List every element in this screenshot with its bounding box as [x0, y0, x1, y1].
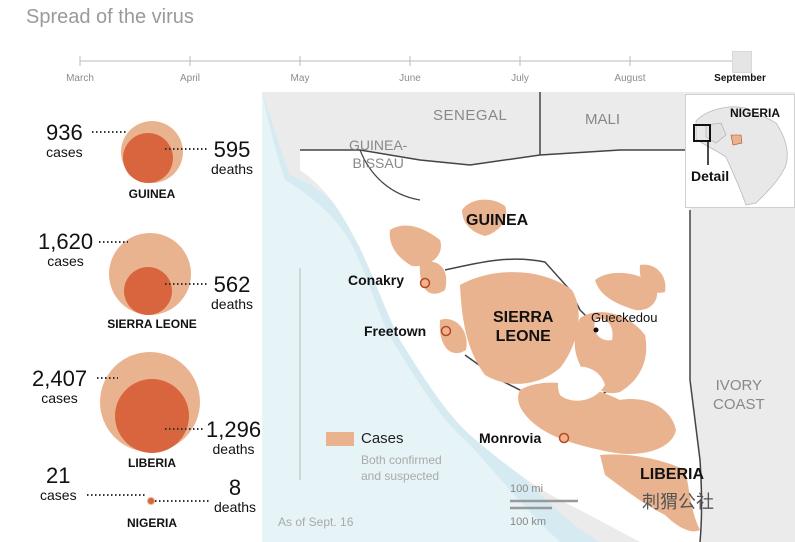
- scale-miles: 100 mi: [510, 483, 544, 495]
- inset-label-nigeria: NIGERIA: [730, 106, 781, 120]
- liberia-deaths-circle: [115, 379, 189, 453]
- sierra-leone-deaths: 562 deaths: [211, 272, 254, 313]
- map-label-ivory-coast: IVORY COAST: [713, 377, 765, 413]
- nigeria-deaths-label: deaths: [214, 499, 257, 515]
- guinea-deaths-circle: [123, 133, 173, 183]
- map-label-sierra-leone: SIERRA LEONE: [493, 309, 554, 345]
- map-label-guinea: GUINEA: [466, 212, 529, 229]
- map-label-liberia: LIBERIA: [640, 466, 704, 483]
- liberia-cases-value: 2,407: [32, 366, 88, 391]
- inset-label-detail: Detail: [691, 168, 730, 184]
- city-label-freetown: Freetown: [364, 323, 427, 339]
- conakry-marker: [419, 277, 431, 289]
- inset-africa-map: NIGERIA Detail: [685, 94, 795, 208]
- map-label-guinea-bissau: GUINEA- BISSAU: [349, 137, 408, 171]
- timeline-month-june[interactable]: June: [399, 73, 421, 84]
- sierra-leone-cases-value: 1,620: [38, 229, 94, 254]
- liberia-stat-name: LIBERIA: [128, 456, 176, 470]
- guinea-stat-name: GUINEA: [128, 187, 176, 201]
- timeline-month-september[interactable]: September: [714, 73, 766, 84]
- timeline-month-may[interactable]: May: [290, 73, 310, 84]
- as-of-date: As of Sept. 16: [278, 515, 354, 529]
- map-label-mali: MALI: [585, 111, 621, 128]
- nigeria-cases-value: 21: [46, 463, 71, 488]
- guinea-cases: 936 cases: [46, 120, 83, 161]
- sierra-leone-deaths-label: deaths: [211, 296, 254, 312]
- timeline-month-august[interactable]: August: [614, 73, 646, 84]
- timeline-slider-handle[interactable]: [732, 51, 752, 73]
- nigeria-cases: 21 cases: [40, 463, 77, 504]
- map-label-senegal: SENEGAL: [433, 107, 508, 124]
- nigeria-stat-name: NIGERIA: [126, 516, 178, 530]
- country-circles: [87, 121, 210, 505]
- legend-cases-note: Both confirmed and suspected: [361, 453, 442, 483]
- liberia-cases-label: cases: [41, 390, 78, 406]
- liberia-deaths-value: 1,296: [206, 417, 262, 442]
- africa-shape: [693, 106, 788, 206]
- nigeria-cases-label: cases: [40, 487, 77, 503]
- liberia-deaths-label: deaths: [212, 441, 255, 457]
- city-label-monrovia: Monrovia: [479, 430, 542, 446]
- scale-km: 100 km: [510, 516, 547, 528]
- timeline-month-april[interactable]: April: [179, 73, 201, 84]
- nigeria-deaths-value: 8: [228, 475, 242, 500]
- timeline-month-july[interactable]: July: [511, 73, 529, 84]
- guinea-cases-label: cases: [46, 144, 83, 160]
- city-label-gueckedou: Gueckedou: [591, 310, 658, 325]
- nigeria-deaths: 8 deaths: [214, 475, 257, 516]
- guinea-deaths-value: 595: [213, 137, 251, 162]
- nigeria-deaths-circle: [148, 498, 154, 504]
- monrovia-marker: [558, 432, 570, 444]
- legend-cases-swatch: [326, 432, 354, 446]
- city-label-conakry: Conakry: [348, 272, 405, 288]
- page-title: Spread of the virus: [26, 6, 194, 28]
- guinea-cases-value: 936: [46, 120, 83, 145]
- liberia-cases: 2,407 cases: [32, 366, 88, 407]
- sierra-leone-deaths-value: 562: [213, 272, 251, 297]
- legend-cases-label: Cases: [361, 430, 404, 447]
- guinea-deaths-label: deaths: [211, 161, 254, 177]
- freetown-marker: [440, 325, 452, 337]
- timeline-month-march[interactable]: March: [66, 73, 94, 84]
- sierra-leone-stat-name: SIERRA LEONE: [107, 317, 197, 331]
- sierra-leone-cases-label: cases: [47, 253, 84, 269]
- watermark: 刺猬公社: [642, 492, 714, 512]
- liberia-deaths: 1,296 deaths: [206, 417, 262, 458]
- sierra-leone-cases: 1,620 cases: [38, 229, 94, 270]
- sierra-leone-deaths-circle: [124, 267, 172, 315]
- guinea-deaths: 595 deaths: [211, 137, 254, 178]
- gueckedou-marker: [593, 327, 599, 333]
